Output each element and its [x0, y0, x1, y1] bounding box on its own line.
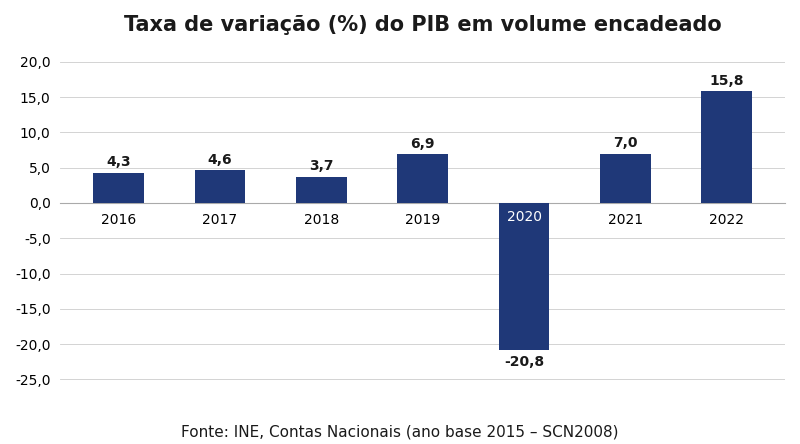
Text: 15,8: 15,8 [710, 74, 744, 88]
Bar [600, 154, 650, 203]
Bar [702, 91, 752, 203]
Text: 2020: 2020 [506, 210, 542, 224]
Bar [498, 203, 550, 350]
Text: 7,0: 7,0 [613, 136, 638, 150]
Text: -20,8: -20,8 [504, 355, 544, 369]
Title: Taxa de variação (%) do PIB em volume encadeado: Taxa de variação (%) do PIB em volume en… [124, 15, 722, 35]
Text: 4,3: 4,3 [106, 155, 131, 169]
Bar [398, 154, 448, 203]
Bar [194, 170, 246, 203]
Text: Fonte: INE, Contas Nacionais (ano base 2015 – SCN2008): Fonte: INE, Contas Nacionais (ano base 2… [182, 424, 618, 440]
Bar [94, 173, 144, 203]
Text: 3,7: 3,7 [309, 159, 334, 173]
Text: 4,6: 4,6 [208, 153, 232, 167]
Text: 6,9: 6,9 [410, 137, 435, 151]
Bar [296, 177, 346, 203]
